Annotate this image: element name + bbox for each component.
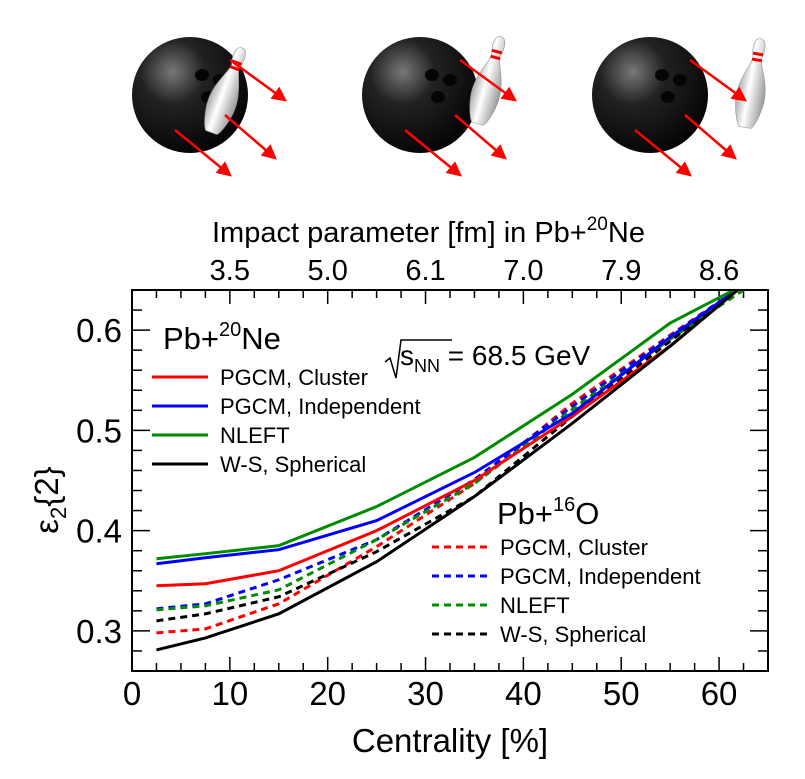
top-axis-label: 8.6 xyxy=(699,255,739,287)
energy-text: sNN = 68.5 GeV xyxy=(400,340,591,376)
pin-stripe xyxy=(231,59,243,66)
pin-stripe xyxy=(490,54,501,61)
arrow-icon xyxy=(459,58,518,102)
energy-annotation: sNN = 68.5 GeV xyxy=(384,339,591,379)
pin-stripe xyxy=(751,57,763,63)
y-tick-label: 0.3 xyxy=(76,613,122,650)
y-label-main: ε xyxy=(28,519,65,534)
legend-title-prefix: Pb+ xyxy=(497,496,553,531)
pin-stripe xyxy=(229,65,240,72)
x-tick-label: 60 xyxy=(701,675,738,712)
legend-item: PGCM, Cluster xyxy=(152,365,368,390)
plot-frame xyxy=(131,289,769,672)
legend-pb-ne: Pb+20Ne PGCM, Cluster PGCM, Independent NLE… xyxy=(152,319,421,477)
bowling-pin-icon xyxy=(204,47,246,135)
legend-item: NLEFT xyxy=(432,593,570,618)
collision-scene-1 xyxy=(132,37,288,177)
x-tick-label: 30 xyxy=(407,675,444,712)
legend-item: PGCM, Independent xyxy=(152,394,421,419)
legend-item: PGCM, Independent xyxy=(432,564,701,589)
legend-label: PGCM, Cluster xyxy=(500,535,648,560)
arrow-icon xyxy=(689,58,748,102)
top-axis-label: 3.5 xyxy=(210,255,250,287)
x-tick-label: 40 xyxy=(505,675,542,712)
sqrt-sub: NN xyxy=(414,356,440,376)
finger-hole xyxy=(425,69,439,81)
axis-ticks xyxy=(131,289,769,672)
y-label-suffix: {2} xyxy=(28,466,65,506)
sqrt-s: s xyxy=(400,340,414,371)
finger-hole xyxy=(673,74,687,86)
arrow-icon xyxy=(684,114,737,160)
series-lines xyxy=(156,290,745,652)
collision-scene-2 xyxy=(362,36,518,177)
top-axis-title: Impact parameter [fm] in Pb+20Ne xyxy=(212,214,645,249)
legend-label: PGCM, Independent xyxy=(500,564,701,589)
top-axis-title-text: Impact parameter [fm] in Pb+ xyxy=(212,217,587,249)
bowling-ball-icon xyxy=(592,37,708,153)
top-axis-title-tail: Ne xyxy=(608,217,645,249)
legend-title-sup: 16 xyxy=(553,494,575,516)
legend-label: NLEFT xyxy=(500,593,570,618)
x-tick-label: 0 xyxy=(123,675,141,712)
legend-title-suffix: Ne xyxy=(241,321,281,356)
x-tick-label: 20 xyxy=(309,675,346,712)
legend-label: W-S, Spherical xyxy=(500,622,646,647)
legend-title-suffix: O xyxy=(575,496,599,531)
bowling-illustration xyxy=(132,36,766,177)
legend-label: PGCM, Independent xyxy=(220,394,421,419)
legend-title: Pb+20Ne xyxy=(163,319,281,356)
y-label-sub: 2 xyxy=(46,507,71,519)
legend-title-sup: 20 xyxy=(219,319,241,341)
top-axis-label: 5.0 xyxy=(308,255,348,287)
top-axis-label: 7.9 xyxy=(601,255,641,287)
arrow-icon xyxy=(404,129,462,177)
legend-item: NLEFT xyxy=(152,423,290,448)
arrow-icon xyxy=(634,129,692,177)
legend-title-prefix: Pb+ xyxy=(163,321,219,356)
legend-pb-o: Pb+16O PGCM, Cluster PGCM, Independent NLEF… xyxy=(432,494,701,647)
arrow-icon xyxy=(454,114,507,160)
x-tick-label: 10 xyxy=(211,675,248,712)
legend-label: W-S, Spherical xyxy=(220,452,366,477)
bowling-ball-icon xyxy=(362,37,478,153)
x-axis-label: Centrality [%] xyxy=(352,722,548,759)
bowling-pin-icon xyxy=(735,38,766,129)
arrow-icon xyxy=(229,58,288,102)
finger-hole xyxy=(431,91,445,103)
finger-hole xyxy=(655,69,669,81)
y-tick-label: 0.4 xyxy=(76,513,122,550)
finger-hole xyxy=(661,91,675,103)
legend-label: NLEFT xyxy=(220,423,290,448)
finger-hole xyxy=(195,69,209,81)
collision-scene-3 xyxy=(592,37,766,177)
pin-stripe xyxy=(491,48,503,55)
legend-label: PGCM, Cluster xyxy=(220,365,368,390)
sqrt-sign-icon xyxy=(384,339,452,379)
series-line-pgcm-independent-pb-o xyxy=(156,290,739,611)
legend-item: PGCM, Cluster xyxy=(432,535,648,560)
legend-item: W-S, Spherical xyxy=(152,452,366,477)
arrow-icon xyxy=(224,114,277,160)
legend-item: W-S, Spherical xyxy=(432,622,646,647)
series-line-w-s-spherical-pb-o xyxy=(156,290,740,623)
x-tick-label: 50 xyxy=(603,675,640,712)
y-tick-label: 0.5 xyxy=(76,412,122,449)
top-axis-label: 7.0 xyxy=(503,255,543,287)
y-axis-label: ε2{2} xyxy=(28,466,71,533)
energy-value: = 68.5 GeV xyxy=(440,340,591,371)
y-tick-label: 0.6 xyxy=(76,312,122,349)
finger-hole xyxy=(443,74,457,86)
pin-stripe xyxy=(752,51,764,57)
arrow-icon xyxy=(174,129,232,177)
top-axis-title-sup: 20 xyxy=(587,214,608,235)
series-line-pgcm-independent-pb-ne xyxy=(156,290,740,566)
top-axis-label: 6.1 xyxy=(405,255,445,287)
series-line-w-s-spherical-pb-ne xyxy=(156,290,740,652)
legend-title: Pb+16O xyxy=(497,494,599,531)
series-line-nleft-pb-ne xyxy=(156,290,738,561)
